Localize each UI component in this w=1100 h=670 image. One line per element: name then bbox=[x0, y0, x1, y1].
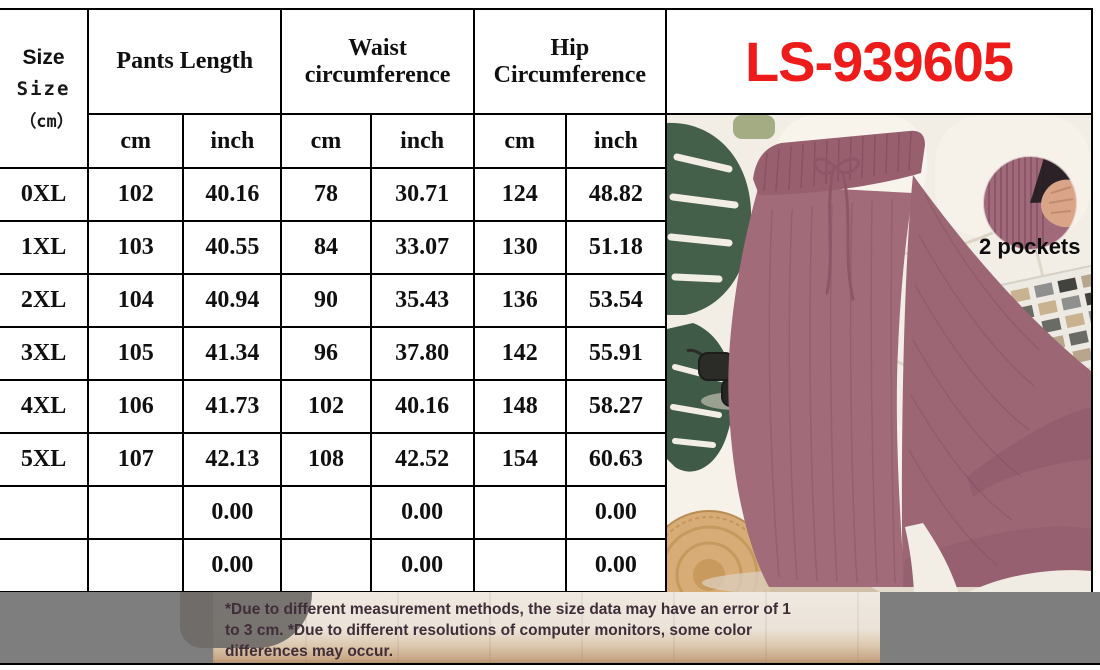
value-cell: 35.43 bbox=[369, 273, 475, 328]
pants bbox=[702, 130, 1091, 594]
value-cell: 105 bbox=[87, 326, 185, 381]
disclaimer-text: *Due to different measurement methods, t… bbox=[225, 599, 791, 662]
corner-title: Size bbox=[22, 45, 65, 69]
table-row: 3XL 105 41.34 96 37.80 142 55.91 bbox=[0, 326, 668, 381]
value-cell: 41.34 bbox=[182, 326, 283, 381]
column-group-hip: Hip Circumference bbox=[472, 8, 668, 115]
table-corner-cell: Size Size （cm） bbox=[0, 8, 90, 169]
table-row: 0.00 0.00 0.00 bbox=[0, 538, 668, 593]
value-cell: 108 bbox=[280, 432, 372, 487]
table-row: 1XL 103 40.55 84 33.07 130 51.18 bbox=[0, 220, 668, 275]
value-cell: 154 bbox=[472, 432, 567, 487]
column-group-pants-length: Pants Length bbox=[87, 8, 283, 115]
value-cell: 30.71 bbox=[369, 167, 475, 222]
table-row: 0.00 0.00 0.00 bbox=[0, 485, 668, 540]
value-cell: 55.91 bbox=[564, 326, 668, 381]
product-code-cell: LS-939605 bbox=[667, 10, 1091, 115]
value-cell: 84 bbox=[280, 220, 372, 275]
size-cell bbox=[0, 485, 90, 540]
band-photo-strip bbox=[213, 592, 880, 663]
size-table: Size Size （cm） Pants Length Waist circum… bbox=[0, 8, 668, 593]
value-cell bbox=[472, 538, 567, 593]
value-cell bbox=[472, 485, 567, 540]
unit-header: cm bbox=[280, 113, 372, 169]
value-cell: 107 bbox=[87, 432, 185, 487]
corner-unit: （cm） bbox=[19, 111, 74, 132]
value-cell: 41.73 bbox=[182, 379, 283, 434]
value-cell: 58.27 bbox=[564, 379, 668, 434]
table-row: 4XL 106 41.73 102 40.16 148 58.27 bbox=[0, 379, 668, 434]
value-cell: 40.94 bbox=[182, 273, 283, 328]
value-cell: 37.80 bbox=[369, 326, 475, 381]
size-cell bbox=[0, 538, 90, 593]
photo-illustration bbox=[667, 115, 1091, 594]
unit-header: inch bbox=[182, 113, 283, 169]
value-cell: 42.13 bbox=[182, 432, 283, 487]
product-photo: 2 pockets bbox=[667, 115, 1091, 594]
size-cell: 2XL bbox=[0, 273, 90, 328]
disclaimer-line: differences may occur. bbox=[225, 643, 393, 660]
product-code: LS-939605 bbox=[744, 30, 1014, 93]
value-cell: 0.00 bbox=[182, 485, 283, 540]
unit-header-row: cm inch cm inch cm inch bbox=[0, 113, 668, 169]
value-cell: 124 bbox=[472, 167, 567, 222]
product-panel: LS-939605 bbox=[667, 8, 1093, 596]
value-cell: 130 bbox=[472, 220, 567, 275]
unit-header: inch bbox=[564, 113, 668, 169]
value-cell: 136 bbox=[472, 273, 567, 328]
value-cell: 33.07 bbox=[369, 220, 475, 275]
table-row: 5XL 107 42.13 108 42.52 154 60.63 bbox=[0, 432, 668, 487]
value-cell: 78 bbox=[280, 167, 372, 222]
unit-header: inch bbox=[369, 113, 475, 169]
table-row: 0XL 102 40.16 78 30.71 124 48.82 bbox=[0, 167, 668, 222]
value-cell: 96 bbox=[280, 326, 372, 381]
size-cell: 5XL bbox=[0, 432, 90, 487]
value-cell: 42.52 bbox=[369, 432, 475, 487]
value-cell: 142 bbox=[472, 326, 567, 381]
value-cell: 102 bbox=[87, 167, 185, 222]
value-cell: 51.18 bbox=[564, 220, 668, 275]
value-cell: 48.82 bbox=[564, 167, 668, 222]
value-cell: 0.00 bbox=[564, 538, 668, 593]
value-cell: 148 bbox=[472, 379, 567, 434]
value-cell: 53.54 bbox=[564, 273, 668, 328]
value-cell: 0.00 bbox=[369, 485, 475, 540]
value-cell: 40.16 bbox=[182, 167, 283, 222]
value-cell: 106 bbox=[87, 379, 185, 434]
value-cell bbox=[280, 538, 372, 593]
value-cell: 40.16 bbox=[369, 379, 475, 434]
value-cell: 40.55 bbox=[182, 220, 283, 275]
value-cell: 0.00 bbox=[564, 485, 668, 540]
value-cell: 90 bbox=[280, 273, 372, 328]
corner-subtitle: Size bbox=[16, 77, 71, 100]
size-cell: 1XL bbox=[0, 220, 90, 275]
value-cell: 0.00 bbox=[369, 538, 475, 593]
column-group-waist: Waist circumference bbox=[280, 8, 475, 115]
pockets-label: 2 pockets bbox=[979, 234, 1081, 259]
value-cell: 60.63 bbox=[564, 432, 668, 487]
disclaimer-band: *Due to different measurement methods, t… bbox=[0, 592, 1100, 665]
size-cell: 0XL bbox=[0, 167, 90, 222]
value-cell: 104 bbox=[87, 273, 185, 328]
value-cell: 0.00 bbox=[182, 538, 283, 593]
value-cell bbox=[280, 485, 372, 540]
size-cell: 3XL bbox=[0, 326, 90, 381]
value-cell bbox=[87, 485, 185, 540]
table-row: 2XL 104 40.94 90 35.43 136 53.54 bbox=[0, 273, 668, 328]
value-cell: 103 bbox=[87, 220, 185, 275]
pocket-detail-inset bbox=[982, 155, 1078, 251]
size-cell: 4XL bbox=[0, 379, 90, 434]
unit-header: cm bbox=[472, 113, 567, 169]
disclaimer-line: *Due to different measurement methods, t… bbox=[225, 601, 791, 618]
disclaimer-line: to 3 cm. *Due to different resolutions o… bbox=[225, 622, 753, 639]
value-cell bbox=[87, 538, 185, 593]
value-cell: 102 bbox=[280, 379, 372, 434]
unit-header: cm bbox=[88, 113, 185, 169]
